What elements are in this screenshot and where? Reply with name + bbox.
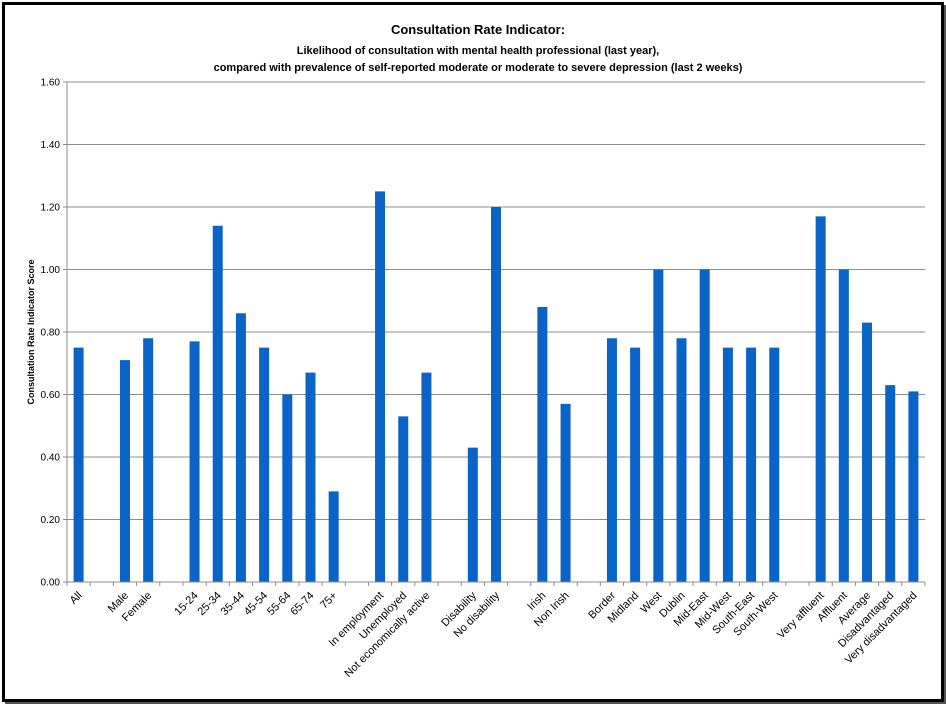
y-tick-label: 0.80 [41, 328, 61, 339]
y-tick-label: 0.40 [41, 453, 61, 464]
bar [838, 269, 849, 582]
axes [66, 82, 926, 586]
y-tick-label: 0.00 [41, 578, 61, 589]
y-tick-label: 0.60 [41, 390, 61, 401]
bar [769, 347, 780, 582]
bar [699, 269, 710, 582]
y-tick-label: 1.40 [41, 140, 61, 151]
y-tick-label: 1.00 [41, 265, 61, 276]
bar [491, 207, 501, 582]
chart-title: Consultation Rate Indicator: [391, 22, 565, 37]
bar [328, 491, 339, 582]
x-category-label: 75+ [318, 590, 340, 612]
x-category-label: 25-34 [195, 590, 223, 618]
chart-subtitle-line-1: Likelihood of consultation with mental h… [297, 45, 659, 57]
bar [676, 338, 687, 582]
bar [560, 403, 571, 582]
bar [421, 372, 432, 582]
bar [282, 394, 293, 582]
bar [143, 338, 154, 582]
x-category-label: 55-64 [265, 590, 293, 618]
bar [815, 216, 826, 582]
y-tick-label: 1.60 [41, 78, 61, 89]
bar [375, 191, 386, 582]
bar [746, 347, 757, 582]
bar [908, 391, 919, 582]
y-tick-labels: 0.00 0.20 0.40 0.60 0.80 1.00 1.20 1.40 1.60 [41, 78, 61, 589]
bar [630, 347, 641, 582]
y-tick-label: 0.20 [41, 515, 61, 526]
bar [235, 313, 246, 582]
bar [189, 341, 200, 582]
bar [259, 347, 270, 582]
bar [398, 416, 409, 582]
bar [722, 347, 733, 582]
y-tick-label: 1.20 [41, 203, 61, 214]
bar [73, 347, 84, 582]
x-category-label: 15-24 [172, 590, 200, 618]
bar [467, 447, 478, 582]
bar [653, 269, 664, 582]
bar [537, 307, 548, 582]
bar [862, 322, 873, 582]
chart-subtitle-line-2: compared with prevalence of self-reporte… [214, 62, 743, 74]
x-category-label: 65-74 [288, 590, 316, 618]
bar [305, 372, 316, 582]
x-category-label: All [68, 590, 85, 607]
y-axis-label: Consultation Rate Indicator Score [26, 259, 36, 404]
bar [885, 385, 896, 582]
bar [606, 338, 617, 582]
bar [212, 225, 223, 582]
x-category-label: 35-44 [219, 590, 247, 618]
x-category-label: 45-54 [242, 590, 270, 618]
bar [119, 360, 130, 582]
bars [73, 191, 919, 582]
